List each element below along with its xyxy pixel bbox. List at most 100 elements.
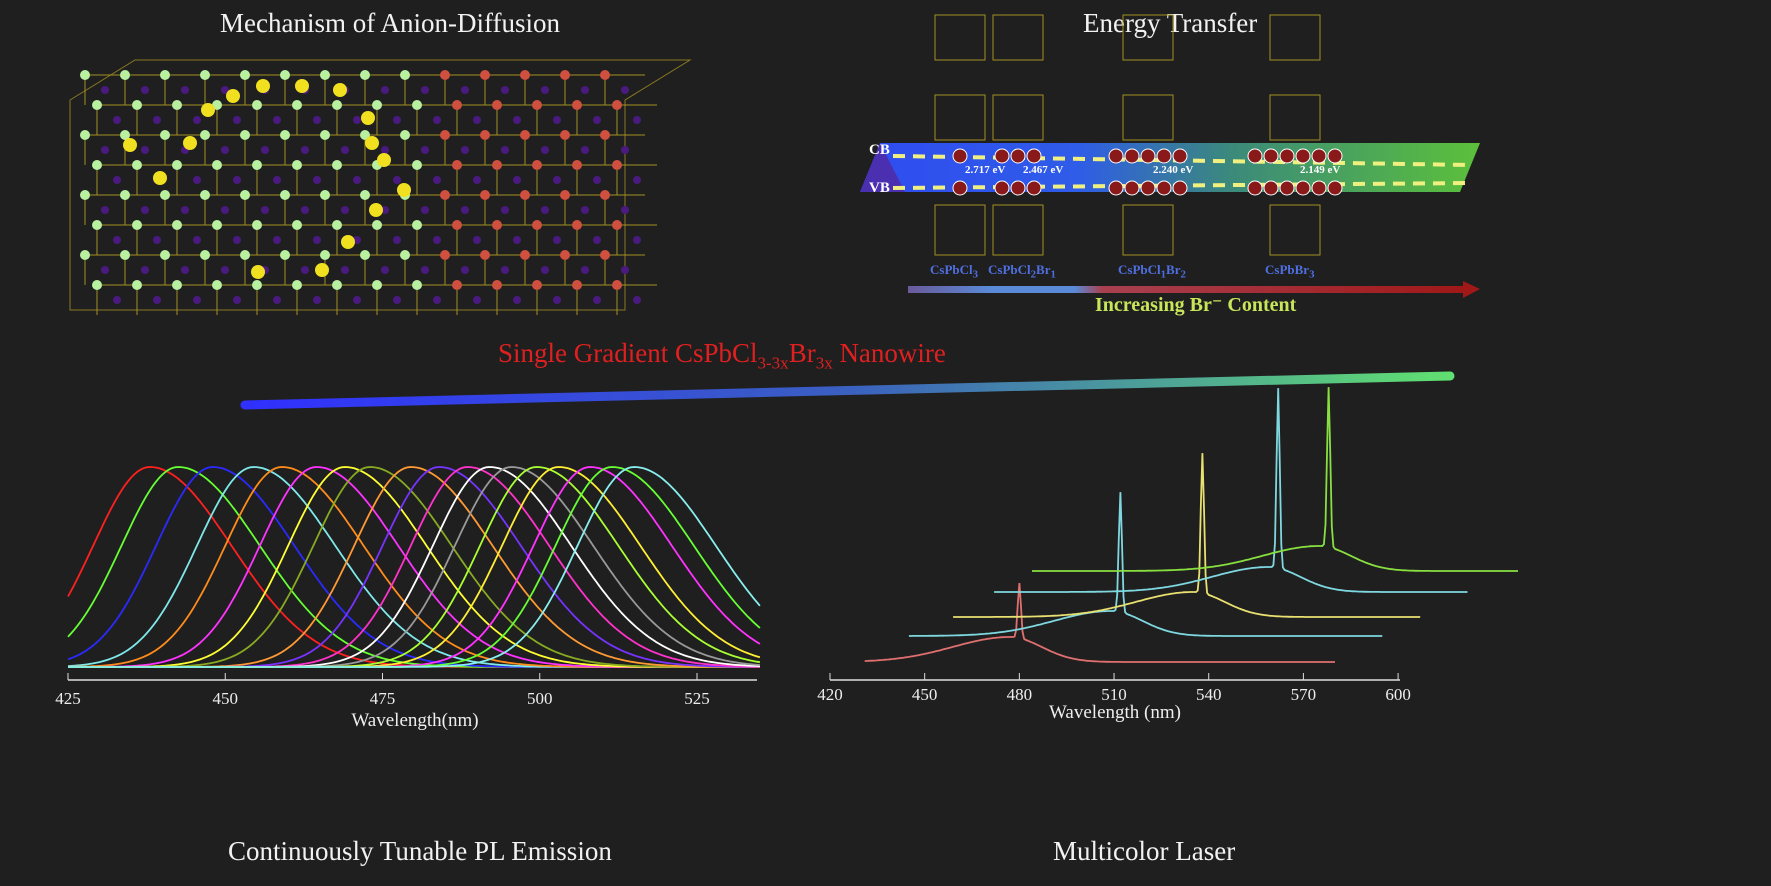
compound-label: CsPbCl1Br2: [1118, 262, 1186, 281]
cs-atom: [553, 116, 561, 124]
cs-atom: [193, 116, 201, 124]
electron-icon: [1263, 148, 1279, 164]
laser-title: Multicolor Laser: [1053, 836, 1236, 866]
unit-cell: [992, 94, 1044, 141]
nanowire-title: Single Gradient CsPbCl3-3xBr3x Nanowire: [498, 338, 946, 373]
cs-atom: [461, 86, 469, 94]
anion-atom: [372, 220, 382, 230]
anion-atom: [440, 130, 450, 140]
x-tick-label: 600: [1385, 685, 1411, 704]
anion-atom: [532, 280, 542, 290]
x-axis-label: Wavelength(nm): [351, 710, 478, 731]
anion-atom: [280, 190, 290, 200]
nanowire-sub2: 3x: [815, 353, 833, 373]
x-tick-label: 500: [527, 689, 553, 708]
anion-atom: [532, 220, 542, 230]
anion-atom: [520, 190, 530, 200]
laser-spectrum-line: [908, 492, 1383, 637]
anion-atom: [92, 220, 102, 230]
cs-atom: [221, 266, 229, 274]
anion-atom: [612, 100, 622, 110]
compound-sub: 3: [1309, 268, 1315, 281]
cs-atom: [101, 146, 109, 154]
anion-atom: [292, 100, 302, 110]
anion-atom: [292, 220, 302, 230]
diffusion-title: Mechanism of Anion-Diffusion: [220, 8, 560, 38]
diffusing-atom: [295, 79, 309, 93]
anion-atom: [372, 100, 382, 110]
compound-sub: 1: [1050, 268, 1056, 281]
anion-atom: [452, 100, 462, 110]
band-gap-label: 2.717 eV: [965, 164, 1006, 176]
increasing-br-arrow: [908, 286, 1463, 293]
cs-atom: [553, 296, 561, 304]
pl-spectrum-line: [68, 466, 761, 668]
cs-atom: [421, 146, 429, 154]
compound-base: CsPbCl: [1118, 262, 1161, 277]
cs-atom: [421, 266, 429, 274]
unit-cell: [1269, 14, 1321, 61]
cs-atom: [381, 146, 389, 154]
cs-atom: [101, 86, 109, 94]
cs-atom: [393, 236, 401, 244]
cs-atom: [101, 206, 109, 214]
cs-atom: [341, 146, 349, 154]
cs-atom: [633, 296, 641, 304]
unit-cell: [934, 14, 986, 61]
anion-atom: [200, 70, 210, 80]
electron-icon: [1295, 148, 1311, 164]
hole-icon: [1247, 180, 1263, 196]
anion-atom: [360, 130, 370, 140]
cs-atom: [261, 206, 269, 214]
anion-atom: [240, 130, 250, 140]
arrow-head-icon: [1463, 281, 1480, 298]
compound-br: Br: [1036, 262, 1051, 277]
compound-base: CsPbBr: [1265, 262, 1310, 277]
anion-atom: [172, 220, 182, 230]
cs-atom: [221, 146, 229, 154]
anion-atom: [572, 280, 582, 290]
anion-atom: [452, 160, 462, 170]
cs-atom: [141, 86, 149, 94]
electron-icon: [1311, 148, 1327, 164]
cs-atom: [181, 266, 189, 274]
unit-cell: [934, 204, 986, 256]
anion-atom: [280, 70, 290, 80]
anion-atom: [372, 280, 382, 290]
anion-atom: [132, 220, 142, 230]
cs-atom: [633, 116, 641, 124]
anion-atom: [332, 280, 342, 290]
electron-icon: [1108, 148, 1124, 164]
cs-atom: [513, 236, 521, 244]
x-tick-label: 510: [1101, 685, 1127, 704]
anion-atom: [440, 190, 450, 200]
anion-atom: [212, 160, 222, 170]
cs-atom: [593, 176, 601, 184]
cs-atom: [541, 146, 549, 154]
nanowire-title-text: Single Gradient CsPbCl: [498, 338, 758, 368]
anion-atom: [212, 280, 222, 290]
cs-atom: [501, 146, 509, 154]
pl-title: Continuously Tunable PL Emission: [228, 836, 612, 866]
hole-icon: [1108, 180, 1124, 196]
hole-icon: [1140, 180, 1156, 196]
anion-atom: [520, 250, 530, 260]
cs-atom: [473, 296, 481, 304]
diffusing-atom: [183, 136, 197, 150]
unit-cell: [992, 14, 1044, 61]
anion-atom: [240, 190, 250, 200]
nanowire-sub1: 3-3x: [757, 353, 789, 373]
x-axis-label: Wavelength (nm): [1049, 702, 1181, 723]
cs-atom: [433, 116, 441, 124]
compound-label: CsPbBr3: [1265, 262, 1314, 281]
hole-icon: [952, 180, 968, 196]
increasing-br-label: Increasing Br⁻ Content: [1095, 294, 1297, 316]
anion-atom: [412, 160, 422, 170]
unit-cell: [1122, 94, 1174, 141]
compound-sub: 2: [1030, 268, 1037, 281]
anion-atom: [80, 190, 90, 200]
cs-atom: [581, 266, 589, 274]
hole-icon: [1279, 180, 1295, 196]
hole-icon: [1295, 180, 1311, 196]
